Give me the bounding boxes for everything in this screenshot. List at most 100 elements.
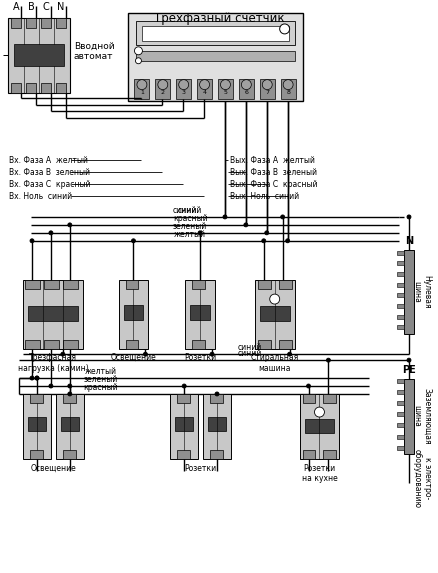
Bar — [197, 79, 212, 99]
Bar — [134, 79, 149, 99]
Bar — [41, 83, 51, 93]
Bar — [170, 394, 198, 458]
Bar — [396, 304, 403, 308]
Text: синий: синий — [173, 206, 197, 215]
Circle shape — [67, 384, 72, 388]
Bar — [257, 280, 270, 289]
Bar — [25, 280, 40, 289]
Text: Вх. Фаза A  желтый: Вх. Фаза A желтый — [9, 156, 88, 164]
Bar — [14, 44, 64, 66]
Circle shape — [244, 223, 247, 227]
Circle shape — [215, 392, 219, 396]
Circle shape — [158, 80, 167, 89]
Bar — [278, 340, 291, 349]
Bar — [63, 340, 78, 349]
Text: Заземляющая
шина: Заземляющая шина — [411, 388, 431, 445]
Bar — [259, 306, 289, 321]
Bar — [8, 18, 70, 93]
Text: зеленый: зеленый — [83, 375, 117, 384]
Text: Трезфасная
нагрузка (камин): Трезфасная нагрузка (камин) — [18, 353, 88, 372]
Bar — [30, 394, 43, 403]
Bar — [11, 83, 21, 93]
Circle shape — [283, 80, 293, 89]
Bar — [125, 280, 138, 289]
Text: синий: синий — [178, 206, 202, 215]
Bar — [323, 450, 336, 458]
Bar — [218, 79, 233, 99]
Bar — [155, 79, 170, 99]
Bar — [123, 305, 143, 320]
Bar — [396, 401, 403, 405]
Bar — [254, 280, 294, 349]
Bar — [56, 18, 66, 28]
Text: 3: 3 — [181, 89, 185, 95]
Bar — [396, 446, 403, 450]
Bar — [63, 394, 76, 403]
Bar — [56, 83, 66, 93]
Bar — [396, 413, 403, 417]
Bar — [203, 394, 230, 458]
Bar — [396, 293, 403, 297]
Bar — [26, 18, 36, 28]
Bar — [299, 394, 339, 458]
Circle shape — [261, 239, 265, 243]
Bar — [209, 450, 223, 458]
Bar — [396, 423, 403, 427]
Bar — [28, 417, 46, 431]
Circle shape — [35, 376, 39, 380]
Text: красный: красный — [173, 214, 207, 223]
Text: Нулевая
шина: Нулевая шина — [411, 275, 431, 309]
Text: желтый: желтый — [85, 367, 117, 376]
Text: к электро-
оборудованию: к электро- оборудованию — [411, 449, 431, 508]
Bar — [257, 340, 270, 349]
Circle shape — [30, 239, 34, 243]
Text: Розетки: Розетки — [184, 464, 216, 473]
Text: 8: 8 — [286, 89, 290, 95]
Circle shape — [178, 80, 188, 89]
Text: A: A — [13, 2, 19, 12]
Text: Трехфазный счетчик: Трехфазный счетчик — [153, 12, 284, 25]
Text: Вх. Ноль  синий: Вх. Ноль синий — [9, 191, 72, 201]
Bar — [177, 450, 190, 458]
Bar — [28, 306, 78, 321]
Bar — [56, 394, 84, 458]
Text: N: N — [57, 2, 64, 12]
Circle shape — [137, 80, 147, 89]
Circle shape — [209, 352, 214, 356]
Circle shape — [67, 223, 72, 227]
Text: Стиральная
машина: Стиральная машина — [250, 353, 298, 372]
Bar — [396, 272, 403, 276]
Text: красный: красный — [83, 383, 118, 392]
Text: желтый: желтый — [174, 230, 206, 239]
Bar — [190, 305, 209, 320]
Circle shape — [406, 215, 410, 219]
Bar — [185, 280, 215, 349]
Text: 1: 1 — [140, 89, 144, 95]
Bar — [176, 79, 191, 99]
Text: 2: 2 — [160, 89, 164, 95]
Circle shape — [220, 80, 230, 89]
Bar — [323, 394, 336, 403]
Circle shape — [182, 384, 186, 388]
Text: N: N — [404, 236, 412, 246]
Text: PE: PE — [401, 365, 415, 375]
Bar — [118, 280, 148, 349]
Bar — [396, 251, 403, 255]
Bar — [25, 340, 40, 349]
Bar — [23, 280, 82, 349]
Circle shape — [135, 58, 141, 64]
Bar — [192, 280, 205, 289]
Bar — [396, 379, 403, 383]
Circle shape — [223, 215, 226, 219]
Circle shape — [67, 392, 72, 396]
Circle shape — [261, 80, 272, 89]
Bar — [63, 450, 76, 458]
Bar — [238, 79, 253, 99]
Text: синий: синий — [237, 349, 261, 358]
Circle shape — [198, 231, 201, 235]
Text: Освещение: Освещение — [110, 353, 156, 362]
Bar — [44, 280, 59, 289]
Text: C: C — [42, 2, 49, 12]
Circle shape — [30, 376, 34, 380]
Circle shape — [241, 80, 251, 89]
